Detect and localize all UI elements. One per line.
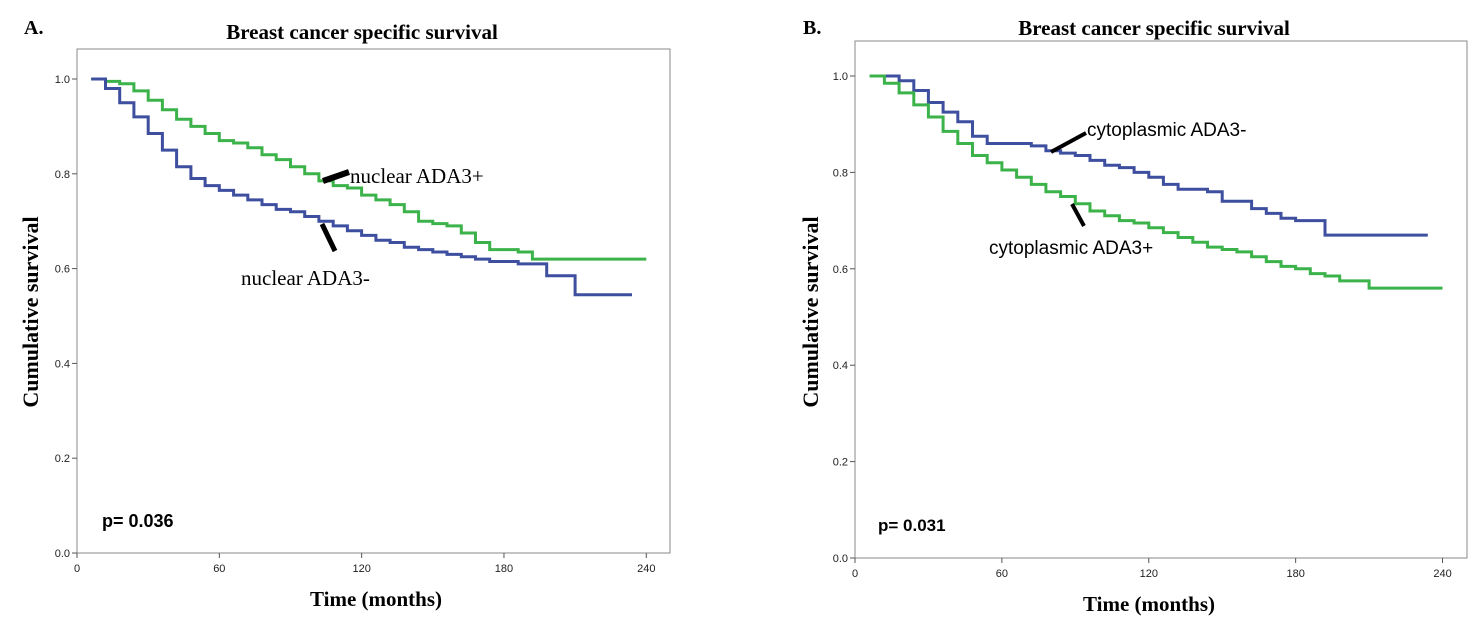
panel-b-x-ticks: 0 60 120 180 240 [852, 558, 1452, 580]
panel-a-series-group [91, 77, 647, 297]
panel-b-x-tick-label-2: 120 [1140, 568, 1158, 580]
panel-a-annotation-leader-minus [319, 222, 338, 253]
panel-b-label: B. [803, 17, 821, 39]
panel-b-x-tick-label-0: 0 [852, 568, 858, 580]
panel-b-y-ticks: 0.0 0.2 0.4 0.6 0.8 1.0 [833, 71, 855, 565]
panel-b-annotation-cyto-plus: cytoplasmic ADA3+ [989, 238, 1153, 259]
panel-a: A. Breast cancer specific survival Cumul… [18, 17, 671, 611]
panel-a-y-tick-label-5: 1.0 [55, 74, 70, 86]
panel-b-y-tick-label-2: 0.4 [833, 360, 848, 372]
panel-b-x-tick-label-4: 240 [1433, 568, 1451, 580]
panel-b-plot-frame [854, 40, 1468, 559]
panel-b-y-axis-label: Cumulative survival [798, 216, 823, 407]
panel-a-annotation-leader-plus [322, 169, 350, 184]
panel-a-x-tick-label-0: 0 [74, 563, 80, 575]
panel-a-y-tick-label-2: 0.4 [55, 358, 70, 370]
panel-b-annotation-cyto-minus: cytoplasmic ADA3- [1087, 120, 1246, 141]
panel-b-title: Breast cancer specific survival [1018, 16, 1290, 40]
panel-b-annotation-leader-minus [1050, 131, 1087, 154]
panel-a-plot-frame [76, 48, 671, 554]
panel-a-x-tick-label-4: 240 [637, 563, 655, 575]
panel-a-y-axis-label: Cumulative survival [18, 216, 43, 407]
panel-b-y-tick-label-0: 0.0 [833, 553, 848, 565]
panel-b-series-line-1 [869, 74, 1443, 290]
panel-a-x-tick-label-1: 60 [213, 563, 225, 575]
panel-b-y-tick-label-1: 0.2 [833, 457, 848, 469]
panel-b-y-tick-label-4: 0.8 [833, 167, 848, 179]
panel-a-annotation-nuclear-minus: nuclear ADA3- [241, 266, 370, 290]
panel-b-x-axis-label: Time (months) [1083, 592, 1215, 616]
panel-b-series-line-0 [869, 74, 1428, 237]
panel-b-x-tick-label-3: 180 [1286, 568, 1304, 580]
panel-a-p-value: p= 0.036 [102, 511, 174, 531]
panel-b-annotation-leader-plus [1070, 203, 1086, 227]
panel-b-p-value: p= 0.031 [878, 516, 946, 535]
panel-a-y-ticks: 0.0 0.2 0.4 0.6 0.8 1.0 [55, 74, 77, 560]
panel-a-y-tick-label-3: 0.6 [55, 264, 70, 276]
panel-a-x-tick-label-2: 120 [352, 563, 370, 575]
panel-a-x-ticks: 0 60 120 180 240 [74, 553, 655, 575]
panel-b-y-tick-label-3: 0.6 [833, 264, 848, 276]
panel-a-x-tick-label-3: 180 [495, 563, 513, 575]
panel-b: B. Breast cancer specific survival Cumul… [798, 16, 1468, 616]
panel-a-y-tick-label-1: 0.2 [55, 453, 70, 465]
panel-a-series-line-1 [91, 77, 632, 297]
panel-b-series-group [869, 74, 1443, 290]
panel-a-label: A. [24, 17, 43, 39]
panel-a-x-axis-label: Time (months) [310, 587, 442, 611]
panel-a-annotation-nuclear-plus: nuclear ADA3+ [350, 164, 484, 188]
panel-b-x-tick-label-1: 60 [996, 568, 1008, 580]
panel-a-title: Breast cancer specific survival [226, 20, 498, 44]
panel-a-y-tick-label-0: 0.0 [55, 548, 70, 560]
panel-a-y-tick-label-4: 0.8 [55, 169, 70, 181]
panel-a-series-line-0 [91, 77, 647, 261]
panel-b-y-tick-label-5: 1.0 [833, 71, 848, 83]
